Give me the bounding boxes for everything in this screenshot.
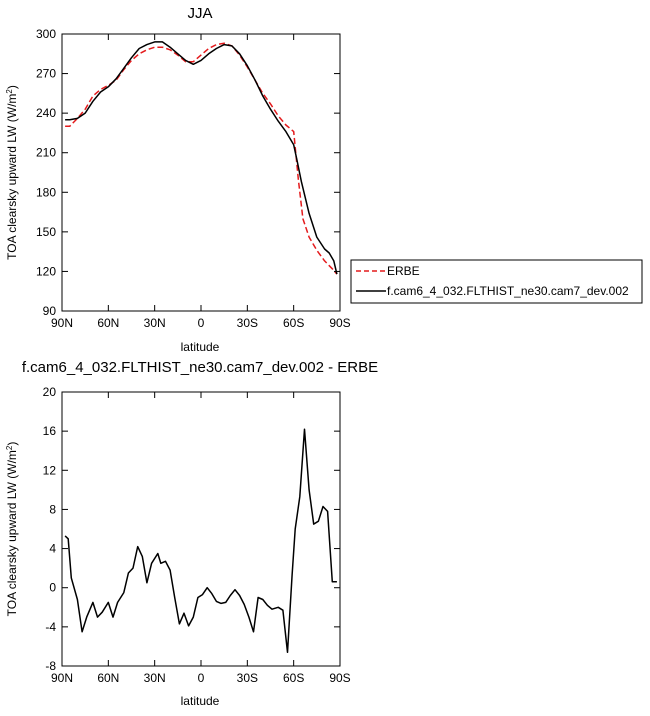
bottom-y-tick-label: 0 bbox=[49, 581, 56, 595]
bottom-x-tick-label: 30S bbox=[237, 671, 258, 685]
top-legend: ERBE f.cam6_4_032.FLTHIST_ne30.cam7_dev.… bbox=[350, 259, 643, 304]
top-series-group bbox=[65, 41, 338, 275]
bottom-x-tick-label: 0 bbox=[198, 671, 205, 685]
bottom-x-axis-title: latitude bbox=[181, 694, 220, 708]
top-chart-title: JJA bbox=[187, 5, 212, 22]
top-y-tick-label: 210 bbox=[36, 146, 56, 160]
bottom-x-tick-label: 30N bbox=[144, 671, 166, 685]
top-y-tick-label: 150 bbox=[36, 225, 56, 239]
top-y-tick-label: 270 bbox=[36, 67, 56, 81]
top-series-line-1 bbox=[65, 41, 338, 275]
top-x-tick-label: 60S bbox=[283, 316, 304, 330]
bottom-y-tick-label: 4 bbox=[49, 542, 56, 556]
top-x-tick-label: 90S bbox=[329, 316, 350, 330]
top-y-tick-label: 120 bbox=[36, 264, 56, 278]
legend-box bbox=[350, 259, 643, 304]
top-x-tick-label: 60N bbox=[97, 316, 119, 330]
top-y-axis-title-tail: ) bbox=[5, 85, 19, 89]
bottom-x-tick-label: 60N bbox=[97, 671, 119, 685]
top-y-axis-title-sup: 2 bbox=[5, 89, 14, 94]
legend-label-erbe: ERBE bbox=[387, 264, 420, 278]
top-plot-frame bbox=[61, 33, 341, 312]
top-x-tick-label: 90N bbox=[51, 316, 73, 330]
legend-label-model: f.cam6_4_032.FLTHIST_ne30.cam7_dev.002 bbox=[387, 284, 629, 298]
bottom-y-axis-title-sup: 2 bbox=[5, 445, 14, 450]
bottom-x-tick-label: 60S bbox=[283, 671, 304, 685]
bottom-y-tick-label: 8 bbox=[49, 502, 56, 516]
bottom-y-axis-title-tail: ) bbox=[5, 442, 19, 446]
bottom-y-tick-label: -8 bbox=[45, 659, 56, 673]
top-x-tick-label: 30N bbox=[144, 316, 166, 330]
top-y-tick-label: 300 bbox=[36, 27, 56, 41]
top-y-axis-title: TOA clearsky upward LW (W/m2) bbox=[5, 85, 20, 260]
top-x-axis-title: latitude bbox=[181, 340, 220, 354]
bottom-axis-ticks: 90N 60N 30N 0 30S 60S 90S -8 -4 0 4 8 12 16 20 bbox=[43, 385, 351, 685]
bottom-y-tick-label: -4 bbox=[45, 620, 56, 634]
bottom-y-tick-label: 20 bbox=[43, 385, 57, 399]
top-y-tick-label: 180 bbox=[36, 185, 56, 199]
bottom-y-tick-label: 16 bbox=[43, 424, 57, 438]
bottom-series-group bbox=[64, 428, 337, 654]
bottom-plot-frame bbox=[61, 391, 341, 667]
bottom-chart-panel: f.cam6_4_032.FLTHIST_ne30.cam7_dev.002 -… bbox=[5, 359, 379, 708]
bottom-chart-title: f.cam6_4_032.FLTHIST_ne30.cam7_dev.002 -… bbox=[22, 359, 378, 376]
bottom-x-tick-label: 90N bbox=[51, 671, 73, 685]
top-chart-panel: JJA 90N 60N 30N 0 30S 60S 90S 90 120 150 180 210 240… bbox=[5, 5, 643, 354]
bottom-x-tick-label: 90S bbox=[329, 671, 350, 685]
top-y-axis-title-main: TOA clearsky upward LW (W/m bbox=[5, 94, 19, 260]
bottom-series-line-0 bbox=[64, 428, 337, 654]
top-x-tick-label: 30S bbox=[237, 316, 258, 330]
top-y-tick-label: 90 bbox=[43, 304, 57, 318]
top-axis-ticks: 90N 60N 30N 0 30S 60S 90S 90 120 150 180 210 240 270 3… bbox=[36, 27, 351, 330]
top-x-tick-label: 0 bbox=[198, 316, 205, 330]
bottom-y-tick-label: 12 bbox=[43, 463, 57, 477]
bottom-y-axis-title: TOA clearsky upward LW (W/m2) bbox=[5, 442, 20, 617]
top-y-tick-label: 240 bbox=[36, 106, 56, 120]
bottom-y-axis-title-main: TOA clearsky upward LW (W/m bbox=[5, 450, 19, 616]
